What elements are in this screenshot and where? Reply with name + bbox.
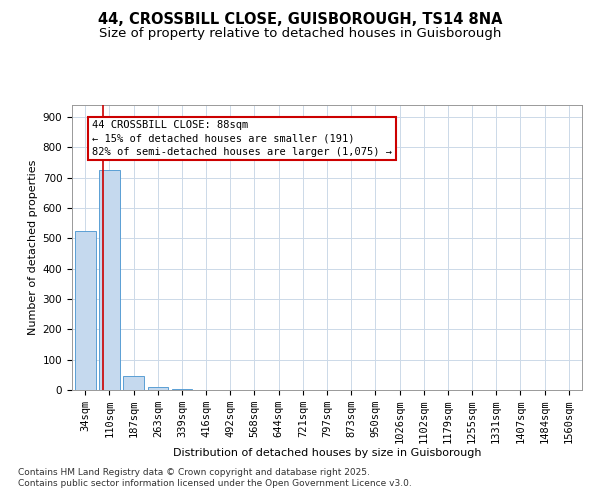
- Text: Size of property relative to detached houses in Guisborough: Size of property relative to detached ho…: [99, 28, 501, 40]
- Bar: [172, 389, 192, 390]
- X-axis label: Distribution of detached houses by size in Guisborough: Distribution of detached houses by size …: [173, 448, 481, 458]
- Text: Contains HM Land Registry data © Crown copyright and database right 2025.
Contai: Contains HM Land Registry data © Crown c…: [18, 468, 412, 487]
- Bar: [124, 376, 144, 390]
- Bar: [75, 231, 95, 390]
- Y-axis label: Number of detached properties: Number of detached properties: [28, 160, 38, 335]
- Bar: [148, 387, 168, 390]
- Text: 44 CROSSBILL CLOSE: 88sqm
← 15% of detached houses are smaller (191)
82% of semi: 44 CROSSBILL CLOSE: 88sqm ← 15% of detac…: [92, 120, 392, 156]
- Bar: [99, 170, 120, 390]
- Text: 44, CROSSBILL CLOSE, GUISBOROUGH, TS14 8NA: 44, CROSSBILL CLOSE, GUISBOROUGH, TS14 8…: [98, 12, 502, 28]
